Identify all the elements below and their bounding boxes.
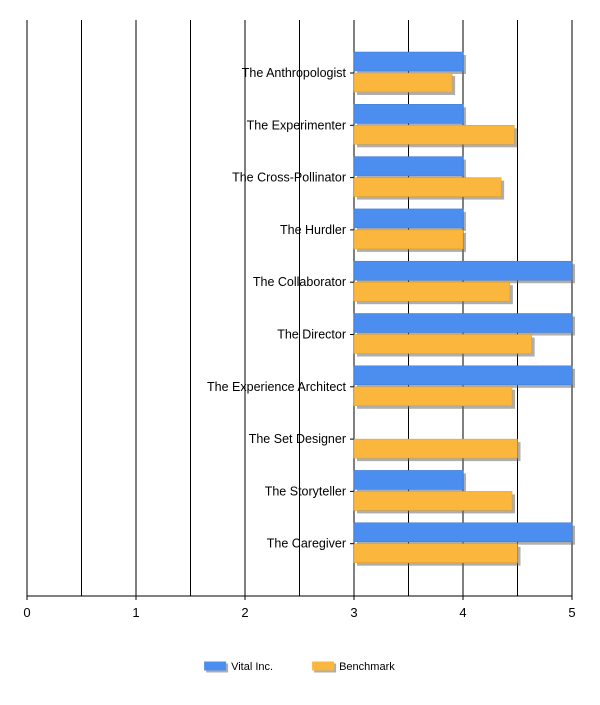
- bar-benchmark: [353, 386, 513, 407]
- bar-vital-inc: [353, 156, 464, 176]
- legend-swatch: [312, 661, 335, 671]
- legend-item: Vital Inc.: [204, 661, 273, 673]
- category-label: The Cross-Pollinator: [232, 171, 346, 185]
- category-label: The Caregiver: [267, 537, 346, 551]
- category-label: The Collaborator: [253, 275, 346, 289]
- bar-benchmark: [353, 72, 453, 93]
- bar-benchmark: [353, 177, 502, 197]
- category-label: The Director: [277, 328, 346, 342]
- bar-benchmark: [353, 281, 511, 302]
- bar-vital-inc: [353, 104, 464, 124]
- bar-vital-inc: [353, 365, 573, 386]
- bar-benchmark: [353, 543, 518, 563]
- legend: Vital Inc. Benchmark: [204, 661, 395, 673]
- bar-benchmark: [353, 125, 515, 145]
- bar-vital-inc: [353, 313, 573, 333]
- x-tick-label: 1: [132, 605, 139, 620]
- legend-label: Vital Inc.: [231, 661, 273, 673]
- bar-vital-inc: [353, 51, 464, 72]
- legend-swatch: [204, 661, 227, 671]
- x-tick-label: 3: [350, 605, 357, 620]
- bar-vital-inc: [353, 208, 464, 229]
- bar-benchmark: [353, 229, 464, 250]
- legend-label: Benchmark: [339, 661, 395, 673]
- x-tick-label: 2: [241, 605, 248, 620]
- category-label: The Experimenter: [247, 118, 346, 132]
- bar-benchmark: [353, 438, 518, 459]
- category-label: The Set Designer: [249, 432, 346, 446]
- bar-benchmark: [353, 334, 532, 354]
- category-label: The Storyteller: [265, 484, 346, 498]
- bar-vital-inc: [353, 260, 573, 281]
- category-label: The Anthropologist: [242, 66, 347, 80]
- x-tick-label: 0: [23, 605, 30, 620]
- x-tick-label: 5: [568, 605, 575, 620]
- category-label: The Experience Architect: [207, 380, 346, 394]
- category-labels: The Anthropologist The Experimenter The Cr…: [207, 66, 346, 551]
- bar-vital-inc: [353, 470, 464, 490]
- legend-item: Benchmark: [312, 661, 395, 673]
- category-label: The Hurdler: [280, 223, 346, 237]
- bar-vital-inc: [353, 522, 573, 542]
- x-tick-label: 4: [459, 605, 466, 620]
- bar-benchmark: [353, 491, 513, 511]
- bars: [353, 51, 575, 566]
